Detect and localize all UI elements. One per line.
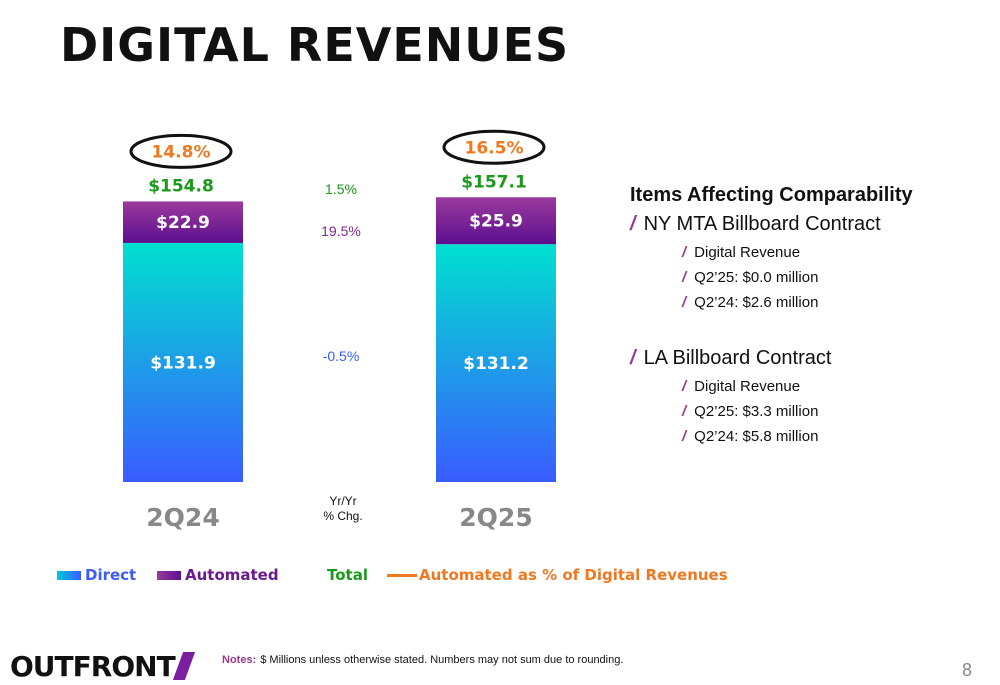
legend-automated-label: Automated bbox=[185, 566, 279, 584]
category-label: 2Q25 bbox=[459, 503, 532, 532]
group-heading-text: NY MTA Billboard Contract bbox=[643, 213, 881, 235]
data-label-total: $154.8 bbox=[148, 176, 214, 196]
group-item: / Digital Revenue bbox=[682, 244, 980, 261]
group-item: / Q2’25: $0.0 million bbox=[682, 269, 980, 286]
legend-automated-pct: Automated as % of Digital Revenues bbox=[387, 566, 728, 584]
comparability-group-la: / LA Billboard Contract / Digital Revenue … bbox=[630, 347, 980, 445]
data-label-direct: $131.9 bbox=[150, 353, 216, 373]
data-label-direct: $131.2 bbox=[463, 354, 529, 374]
data-label-automated: $22.9 bbox=[156, 213, 210, 233]
bar-automated bbox=[436, 197, 556, 245]
notes-label: Notes: bbox=[222, 654, 257, 666]
data-label-total: $157.1 bbox=[461, 172, 527, 192]
yoy-total: 1.5% bbox=[325, 181, 357, 197]
group-item: / Q2’24: $2.6 million bbox=[682, 294, 980, 311]
comparability-group-ny: / NY MTA Billboard Contract / Digital Reve… bbox=[630, 213, 980, 311]
legend-automated-pct-label: Automated as % of Digital Revenues bbox=[419, 566, 728, 584]
comparability-panel: Items Affecting Comparability / NY MTA Bi… bbox=[630, 184, 980, 445]
legend-direct: Direct bbox=[57, 566, 136, 584]
data-label-automated-pct: 16.5% bbox=[465, 138, 524, 158]
footer: OUTFRONT Notes: $ Millions unless otherwi… bbox=[0, 640, 1000, 685]
group-heading: / NY MTA Billboard Contract bbox=[630, 213, 980, 236]
group-item-text: Digital Revenue bbox=[694, 244, 801, 261]
data-label-automated: $25.9 bbox=[469, 212, 523, 232]
legend-line-swatch bbox=[387, 574, 417, 577]
yoy-header: Yr/Yr bbox=[329, 494, 356, 508]
legend-direct-label: Direct bbox=[85, 566, 137, 584]
slash-icon: / bbox=[682, 403, 687, 420]
slash-icon: / bbox=[630, 347, 636, 369]
group-heading: / LA Billboard Contract bbox=[630, 347, 980, 370]
bar-direct bbox=[123, 242, 243, 482]
slash-icon: / bbox=[682, 428, 687, 445]
pct-ellipse bbox=[442, 129, 546, 165]
legend-direct-swatch bbox=[57, 571, 81, 580]
slash-icon: / bbox=[682, 378, 687, 395]
bar-direct bbox=[436, 244, 556, 482]
logo-text: OUTFRONT bbox=[10, 650, 176, 683]
stacked-bar-chart: $131.9 $22.9 $154.8 14.8% 2Q24 $131.2 $25.9 $15… bbox=[123, 129, 556, 532]
yoy-header: % Chg. bbox=[323, 509, 362, 523]
legend-automated-swatch bbox=[157, 571, 181, 580]
category-label: 2Q24 bbox=[146, 503, 219, 532]
legend-total-label: Total bbox=[327, 566, 368, 584]
group-heading-text: LA Billboard Contract bbox=[643, 347, 832, 369]
group-item-text: Digital Revenue bbox=[694, 378, 801, 395]
group-item-text: Q2’25: $3.3 million bbox=[694, 403, 819, 420]
page-number: 8 bbox=[961, 660, 972, 680]
notes-text: $ Millions unless otherwise stated. Numb… bbox=[260, 654, 624, 666]
bar-automated bbox=[123, 201, 243, 243]
slash-icon: / bbox=[682, 244, 687, 261]
group-item: / Q2’24: $5.8 million bbox=[682, 428, 980, 445]
legend-automated: Automated bbox=[157, 566, 279, 584]
footer-notes: Notes: $ Millions unless otherwise stated… bbox=[222, 654, 623, 666]
comparability-title: Items Affecting Comparability bbox=[630, 184, 913, 206]
slide-title: DIGITAL REVENUES bbox=[60, 18, 570, 72]
group-item-text: Q2’24: $5.8 million bbox=[694, 428, 819, 445]
yoy-automated: 19.5% bbox=[321, 223, 361, 239]
group-item: / Digital Revenue bbox=[682, 378, 980, 395]
group-item-text: Q2’25: $0.0 million bbox=[694, 269, 819, 286]
pct-ellipse bbox=[129, 133, 233, 169]
yoy-direct: -0.5% bbox=[323, 348, 360, 364]
legend-total: Total bbox=[327, 566, 368, 584]
slash-icon: / bbox=[630, 213, 636, 235]
data-label-automated-pct: 14.8% bbox=[152, 142, 211, 162]
logo-slash-icon bbox=[172, 652, 195, 680]
group-item: / Q2’25: $3.3 million bbox=[682, 403, 980, 420]
slash-icon: / bbox=[682, 294, 687, 311]
group-item-text: Q2’24: $2.6 million bbox=[694, 294, 819, 311]
slash-icon: / bbox=[682, 269, 687, 286]
company-logo: OUTFRONT bbox=[10, 650, 195, 683]
